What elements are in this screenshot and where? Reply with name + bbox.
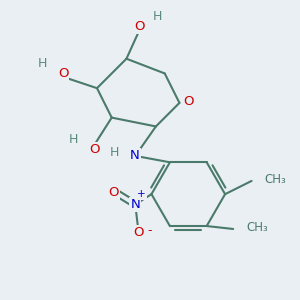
Text: CH₃: CH₃ <box>265 173 286 186</box>
Text: O: O <box>108 186 119 199</box>
Text: H: H <box>38 57 47 70</box>
Text: N: N <box>130 149 140 162</box>
Text: H: H <box>153 10 162 22</box>
Text: H: H <box>69 133 78 146</box>
Text: O: O <box>133 226 143 239</box>
Text: +: + <box>137 189 146 199</box>
Text: O: O <box>58 67 68 80</box>
Text: O: O <box>184 95 194 108</box>
Text: H: H <box>110 146 119 159</box>
Text: O: O <box>134 20 145 33</box>
Text: N: N <box>130 198 140 211</box>
Text: O: O <box>89 143 99 157</box>
Text: CH₃: CH₃ <box>246 221 268 234</box>
Text: -: - <box>147 224 152 238</box>
